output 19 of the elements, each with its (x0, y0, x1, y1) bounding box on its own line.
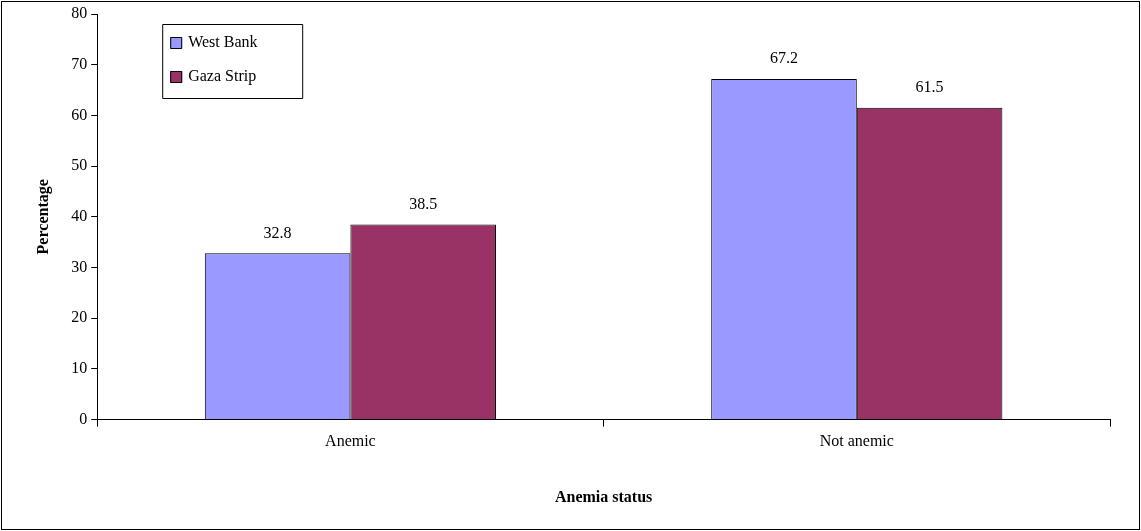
y-tick-label: 60 (71, 105, 88, 123)
y-tick-label: 70 (71, 54, 88, 72)
y-tick-label: 30 (71, 257, 88, 275)
legend-label: Gaza Strip (188, 67, 257, 86)
data-label: 38.5 (409, 194, 438, 212)
y-tick-label: 40 (71, 207, 88, 224)
y-tick-label: 50 (71, 156, 88, 174)
x-axis-title: Anemia status (554, 487, 653, 505)
legend-label: West Bank (188, 33, 258, 51)
data-label: 32.8 (263, 223, 292, 241)
x-tick-label: Not anemic (819, 432, 894, 450)
y-tick-label: 0 (79, 409, 88, 427)
y-tick-label: 80 (71, 4, 88, 22)
data-label: 61.5 (915, 78, 944, 95)
y-axis-title: Percentage (33, 179, 52, 255)
data-label: 67.2 (770, 49, 799, 67)
x-tick-label: Anemic (325, 432, 376, 450)
y-tick-label: 20 (71, 308, 88, 326)
y-tick-label: 10 (71, 359, 88, 377)
